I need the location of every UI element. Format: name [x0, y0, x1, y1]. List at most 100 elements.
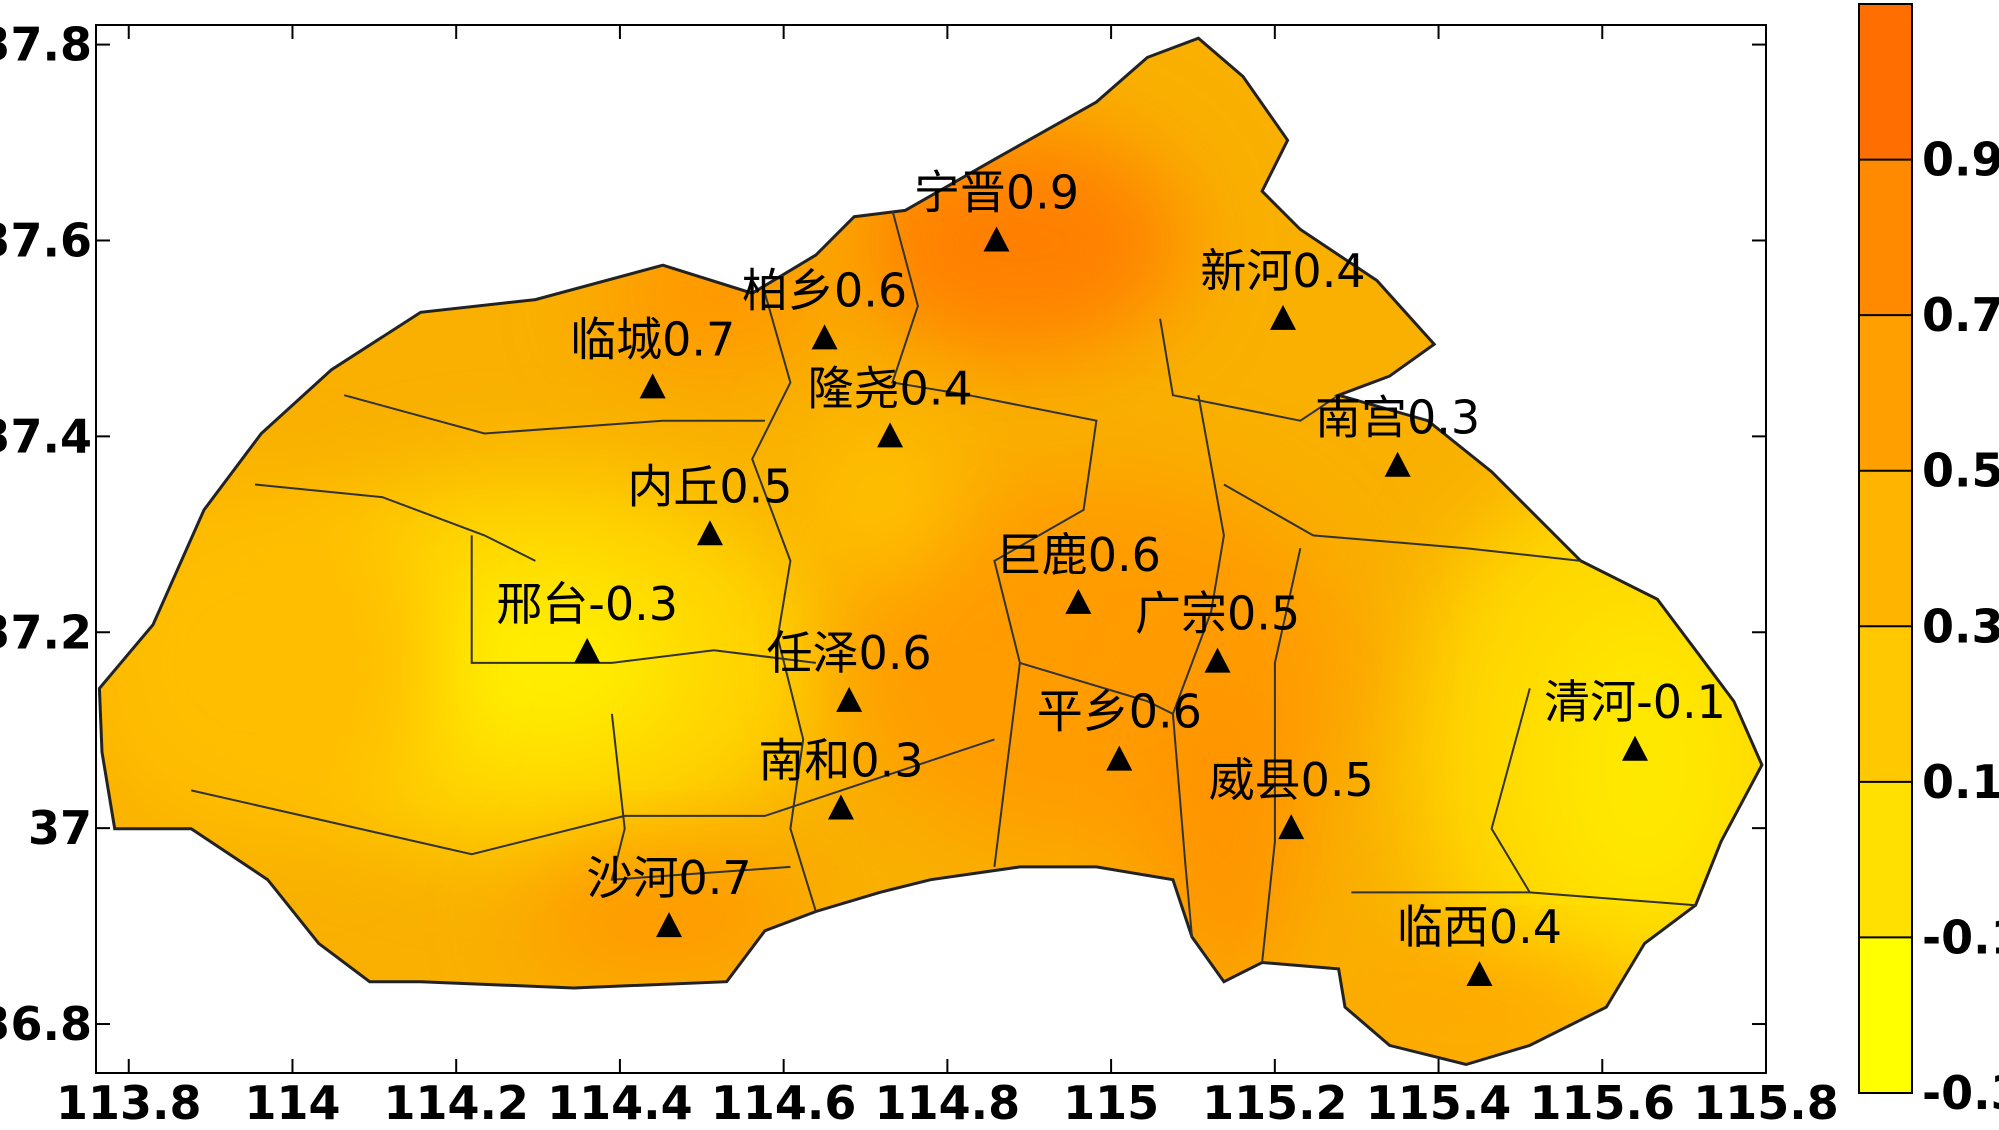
station-value: 0.7 — [678, 851, 751, 905]
shade-blob — [99, 484, 434, 842]
colorbar-tick-label: -0.1 — [1922, 910, 1999, 964]
station-name: 临西 — [1397, 900, 1489, 954]
shade-blob — [1147, 662, 1301, 995]
station-label: 宁晋0.9 — [914, 165, 1079, 219]
colorbar-tick-label: 0.5 — [1922, 444, 1999, 498]
colorbar-tick-label: 0.9 — [1922, 133, 1999, 187]
station-name: 沙河 — [586, 851, 678, 905]
station-marker — [1622, 735, 1649, 761]
station-label: 内丘0.5 — [627, 459, 792, 513]
station-label: 邢台-0.3 — [496, 577, 678, 631]
station-value: 0.6 — [1129, 685, 1202, 739]
colorbar-tick-label: 0.3 — [1922, 599, 1999, 653]
station-name: 临城 — [570, 312, 662, 366]
y-tick-label: 37.2 — [0, 605, 92, 659]
x-tick-label: 115.2 — [1202, 1076, 1348, 1130]
station-marker — [696, 520, 723, 546]
station-name: 柏乡 — [742, 263, 834, 317]
station-value: 0.6 — [834, 263, 907, 317]
station-value: -0.3 — [588, 577, 678, 631]
station-label: 任泽0.6 — [767, 626, 932, 680]
colorbar-band — [1859, 4, 1912, 160]
station-value: 0.6 — [859, 626, 932, 680]
station-marker — [1204, 647, 1231, 673]
colorbar-band — [1859, 781, 1912, 938]
station-name: 威县 — [1209, 753, 1301, 807]
colorbar-band — [1859, 626, 1912, 782]
y-tick-label: 37.4 — [0, 409, 92, 463]
station-marker — [656, 912, 683, 938]
station-value: 0.5 — [719, 459, 792, 513]
county-border — [1171, 395, 1225, 938]
station-marker — [1065, 588, 1092, 614]
shade-blob — [522, 854, 804, 982]
shade-blob — [854, 127, 1186, 357]
station-name: 广宗 — [1135, 587, 1227, 641]
station-value: -0.1 — [1636, 675, 1726, 729]
colorbar-band — [1859, 159, 1912, 316]
station-label: 平乡0.6 — [1037, 685, 1202, 739]
county-border — [1261, 547, 1302, 963]
shade-blob — [1542, 611, 1747, 918]
station-name: 平乡 — [1037, 685, 1129, 739]
x-tick-label: 115.8 — [1693, 1076, 1839, 1130]
station-marker — [811, 324, 838, 350]
x-tick-label: 114.8 — [875, 1076, 1021, 1130]
x-tick-label: 114 — [244, 1076, 340, 1130]
county-border — [751, 292, 817, 912]
station-name: 南宫 — [1315, 391, 1407, 445]
county-border — [190, 738, 995, 856]
station-value: 0.6 — [1088, 528, 1161, 582]
station-label: 威县0.5 — [1209, 753, 1374, 807]
county-border — [610, 713, 791, 881]
station-label: 清河-0.1 — [1544, 675, 1726, 729]
colorbar-band — [1859, 470, 1912, 627]
station-label: 新河0.4 — [1200, 244, 1365, 298]
station-name: 巨鹿 — [996, 528, 1088, 582]
shade-blob — [803, 420, 957, 574]
station-name: 南和 — [758, 734, 850, 788]
station-marker — [574, 637, 601, 663]
station-value: 0.3 — [1407, 391, 1480, 445]
station-marker — [1384, 451, 1411, 477]
x-tick-label: 113.8 — [56, 1076, 202, 1130]
station-marker — [1466, 961, 1493, 987]
station-label: 临城0.7 — [570, 312, 735, 366]
x-tick-label: 114.6 — [711, 1076, 857, 1130]
plot-frame — [95, 24, 1767, 1074]
x-tick-label: 115 — [1063, 1076, 1159, 1130]
y-tick-label: 37 — [28, 801, 92, 855]
colorbar-band — [1859, 315, 1912, 471]
station-label: 沙河0.7 — [586, 851, 751, 905]
station-name: 内丘 — [627, 459, 719, 513]
axes: 113.8 114 114.2 114.4 114.6 114.8 115 115.2 115.… — [0, 18, 1839, 1130]
county-border — [254, 483, 536, 562]
station-value: 0.4 — [899, 361, 972, 415]
station-marker — [827, 794, 854, 820]
station-marker — [877, 422, 904, 448]
station-value: 0.9 — [1006, 165, 1079, 219]
county-border — [1490, 688, 1696, 907]
station-marker — [639, 373, 666, 399]
station-name: 邢台 — [496, 577, 588, 631]
station-name: 任泽 — [767, 626, 859, 680]
station-name: 新河 — [1200, 244, 1292, 298]
station-label: 南宫0.3 — [1315, 391, 1480, 445]
county-border — [1223, 483, 1581, 562]
y-tick-label: 36.8 — [0, 997, 92, 1051]
colorbar-band — [1859, 937, 1912, 1093]
station-value: 0.7 — [662, 312, 735, 366]
station-marker — [1106, 745, 1133, 771]
station-name: 清河 — [1544, 675, 1636, 729]
station-label: 柏乡0.6 — [742, 263, 907, 317]
station-value: 0.4 — [1292, 244, 1365, 298]
x-tick-label: 115.4 — [1366, 1076, 1512, 1130]
x-tick-label: 114.4 — [547, 1076, 693, 1130]
station-label: 临西0.4 — [1397, 900, 1562, 954]
y-tick-label: 37.8 — [0, 18, 92, 72]
station-label: 隆尧0.4 — [807, 361, 972, 415]
station-label: 南和0.3 — [758, 734, 923, 788]
station-marker — [983, 226, 1010, 252]
